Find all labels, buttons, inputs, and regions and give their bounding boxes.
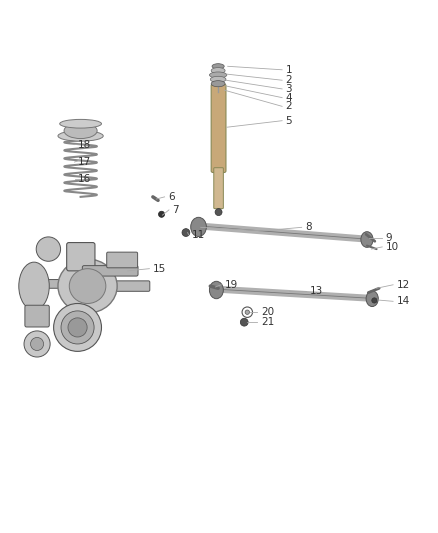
Ellipse shape	[69, 269, 106, 303]
Ellipse shape	[36, 237, 60, 261]
FancyBboxPatch shape	[214, 168, 223, 208]
FancyBboxPatch shape	[107, 252, 138, 268]
Ellipse shape	[211, 80, 225, 87]
Text: 3: 3	[286, 84, 292, 94]
Text: 7: 7	[173, 205, 179, 215]
Text: 1: 1	[286, 65, 292, 75]
Text: 13: 13	[310, 286, 323, 296]
Ellipse shape	[58, 131, 103, 141]
Ellipse shape	[212, 63, 224, 69]
Text: 19: 19	[225, 280, 238, 290]
Text: 2: 2	[286, 75, 292, 85]
Circle shape	[245, 310, 250, 314]
Text: 15: 15	[153, 264, 166, 273]
Text: 10: 10	[386, 242, 399, 252]
Ellipse shape	[60, 119, 102, 128]
FancyBboxPatch shape	[26, 279, 90, 288]
Text: 6: 6	[168, 192, 175, 202]
FancyBboxPatch shape	[25, 305, 49, 327]
Ellipse shape	[58, 259, 117, 313]
Ellipse shape	[211, 68, 225, 74]
Ellipse shape	[64, 123, 97, 139]
Circle shape	[242, 307, 253, 318]
Text: 2: 2	[286, 101, 292, 111]
Circle shape	[61, 311, 94, 344]
Ellipse shape	[19, 262, 49, 310]
Circle shape	[53, 303, 102, 351]
FancyBboxPatch shape	[86, 281, 150, 292]
Circle shape	[372, 298, 377, 303]
Ellipse shape	[361, 232, 373, 247]
Circle shape	[24, 331, 50, 357]
Circle shape	[31, 337, 44, 351]
Ellipse shape	[191, 217, 206, 237]
Circle shape	[68, 318, 87, 337]
Text: 5: 5	[286, 116, 292, 126]
Text: 14: 14	[396, 296, 410, 306]
FancyBboxPatch shape	[82, 265, 138, 276]
FancyBboxPatch shape	[67, 243, 95, 271]
Circle shape	[215, 208, 222, 215]
Ellipse shape	[366, 291, 378, 306]
Text: 17: 17	[78, 157, 91, 167]
Text: 20: 20	[261, 307, 274, 317]
Circle shape	[182, 229, 190, 237]
Text: 16: 16	[78, 174, 91, 184]
Circle shape	[240, 318, 248, 326]
Text: 21: 21	[261, 317, 274, 327]
Text: 18: 18	[78, 140, 91, 150]
Text: 12: 12	[396, 280, 410, 290]
Text: 4: 4	[286, 93, 292, 103]
Ellipse shape	[209, 72, 227, 78]
Text: 11: 11	[192, 230, 205, 240]
FancyBboxPatch shape	[211, 84, 226, 173]
Circle shape	[159, 211, 165, 217]
Ellipse shape	[209, 281, 223, 298]
Text: 9: 9	[386, 233, 392, 243]
Ellipse shape	[210, 76, 226, 83]
Text: 8: 8	[305, 222, 312, 232]
